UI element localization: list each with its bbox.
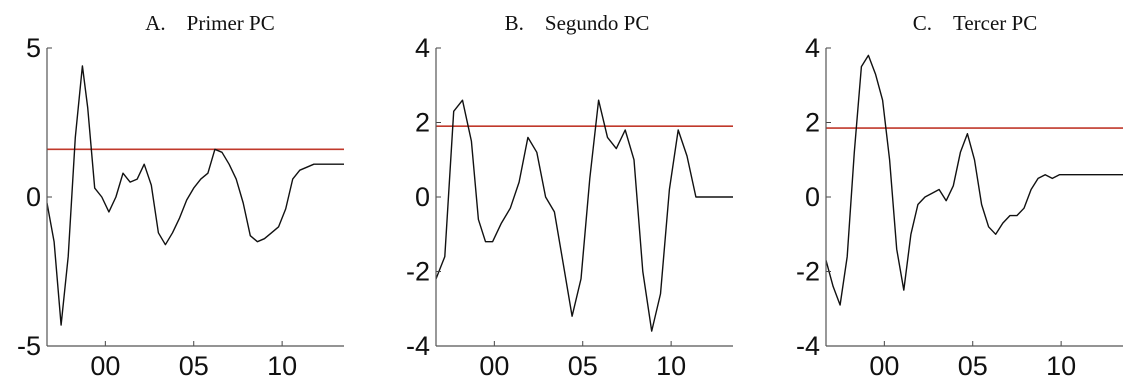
y-tick-label: -2	[406, 257, 430, 287]
y-tick-label: 5	[26, 33, 41, 63]
x-tick-label: 00	[479, 351, 509, 381]
chart-title: A. Primer PC	[145, 11, 275, 35]
chart-title: C. Tercer PC	[913, 11, 1038, 35]
y-tick-label: -4	[796, 331, 820, 361]
chart-panel-0: A. Primer PC 5 0 -5 00 05 10	[17, 11, 344, 381]
x-tick-label: 10	[656, 351, 686, 381]
series-line	[436, 99, 733, 332]
y-tick-label: 0	[26, 182, 41, 212]
y-tick-label: 4	[805, 33, 820, 63]
y-tick-label: -5	[17, 331, 41, 361]
x-tick-label: 05	[958, 351, 988, 381]
chart-panel-2: C. Tercer PC 4 2 0 -2 -4 00 05 10	[796, 11, 1123, 381]
x-tick-label: 00	[869, 351, 899, 381]
y-tick-label: 2	[415, 108, 430, 138]
y-tick-label: 4	[415, 33, 430, 63]
y-tick-label: 0	[805, 182, 820, 212]
y-tick-label: -2	[796, 257, 820, 287]
series-line	[47, 65, 344, 326]
y-tick-label: 0	[415, 182, 430, 212]
series-line	[826, 54, 1123, 306]
x-tick-label: 05	[568, 351, 598, 381]
x-tick-label: 00	[90, 351, 120, 381]
y-tick-label: -4	[406, 331, 430, 361]
x-tick-label: 05	[179, 351, 209, 381]
x-tick-label: 10	[1046, 351, 1076, 381]
x-tick-label: 10	[267, 351, 297, 381]
y-tick-label: 2	[805, 108, 820, 138]
chart-title: B. Segundo PC	[505, 11, 650, 35]
chart-panel-1: B. Segundo PC 4 2 0 -2 -4 00 05 10	[406, 11, 733, 381]
